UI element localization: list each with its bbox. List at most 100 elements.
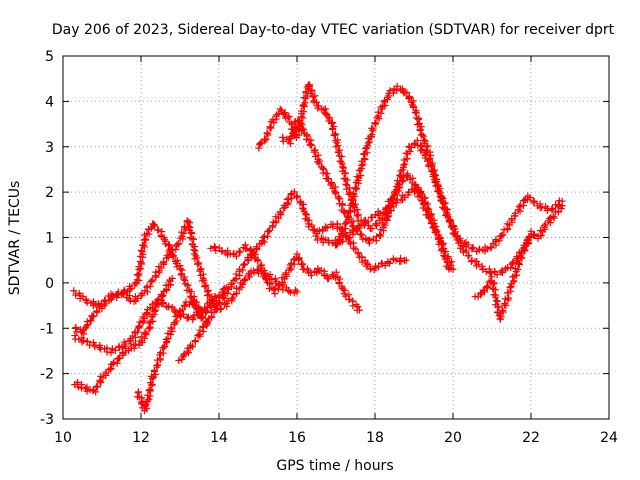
data-point — [427, 161, 435, 169]
y-tick-label: -2 — [40, 367, 54, 383]
data-point — [439, 203, 447, 211]
x-tick-label: 12 — [132, 430, 150, 446]
data-point — [103, 348, 111, 356]
data-point — [431, 172, 439, 180]
data-point — [147, 379, 155, 387]
data-point — [298, 261, 306, 269]
data-point — [224, 289, 232, 297]
data-point — [323, 224, 331, 232]
data-point — [444, 211, 452, 219]
data-point — [338, 226, 346, 234]
data-point — [134, 294, 142, 302]
data-point — [292, 123, 300, 131]
data-point — [108, 345, 116, 353]
data-point — [193, 298, 201, 306]
data-point — [204, 286, 212, 294]
data-point — [443, 257, 451, 265]
data-point — [277, 209, 285, 217]
data-point — [261, 137, 269, 145]
data-point — [269, 116, 277, 124]
data-point — [327, 181, 335, 189]
data-point — [196, 326, 204, 334]
data-point — [279, 133, 287, 141]
data-point — [299, 114, 307, 122]
data-point — [150, 368, 158, 376]
data-point — [276, 208, 284, 216]
data-point — [426, 154, 434, 162]
data-point — [254, 257, 262, 265]
data-point — [386, 202, 394, 210]
data-point — [311, 92, 319, 100]
data-point — [293, 250, 301, 258]
data-point — [366, 236, 374, 244]
data-point — [304, 81, 312, 89]
data-point — [228, 295, 236, 303]
data-point — [262, 135, 270, 143]
data-point — [368, 225, 376, 233]
x-tick-label: 20 — [444, 430, 462, 446]
data-point — [139, 241, 147, 249]
data-point — [87, 317, 95, 325]
data-point — [324, 175, 332, 183]
data-point — [509, 258, 517, 266]
data-point — [523, 237, 531, 245]
data-point — [164, 242, 172, 250]
data-point — [419, 132, 427, 140]
data-point — [167, 331, 175, 339]
data-point — [176, 265, 184, 273]
data-point — [139, 313, 147, 321]
data-point — [140, 334, 148, 342]
data-point — [445, 217, 453, 225]
data-point — [362, 262, 370, 270]
data-point — [308, 141, 316, 149]
data-point — [429, 223, 437, 231]
data-point — [345, 184, 353, 192]
data-point — [353, 206, 361, 214]
data-point — [241, 275, 249, 283]
data-point — [263, 129, 271, 137]
data-point — [257, 264, 265, 272]
data-point — [353, 184, 361, 192]
data-point — [483, 283, 491, 291]
data-point — [271, 284, 279, 292]
x-tick-label: 22 — [522, 430, 540, 446]
data-point — [417, 189, 425, 197]
data-point — [180, 310, 188, 318]
data-point — [345, 207, 353, 215]
data-point — [313, 236, 321, 244]
data-point — [93, 307, 101, 315]
data-point — [526, 194, 534, 202]
data-point — [208, 295, 216, 303]
data-point — [253, 244, 261, 252]
data-point — [194, 311, 202, 319]
data-point — [149, 317, 157, 325]
data-point — [331, 131, 339, 139]
data-point — [142, 236, 150, 244]
data-point — [541, 220, 549, 228]
data-point — [332, 188, 340, 196]
data-point — [438, 241, 446, 249]
data-point — [102, 370, 110, 378]
data-point — [462, 247, 470, 255]
data-point — [141, 402, 149, 410]
data-point — [390, 203, 398, 211]
data-point — [146, 324, 154, 332]
data-point — [397, 257, 405, 265]
data-point — [287, 191, 295, 199]
data-point — [317, 234, 325, 242]
data-point — [300, 102, 308, 110]
data-point — [180, 275, 188, 283]
data-point — [180, 229, 188, 237]
data-point — [440, 198, 448, 206]
data-point — [145, 319, 153, 327]
data-point — [185, 222, 193, 230]
data-point — [267, 124, 275, 132]
data-point — [490, 279, 498, 287]
data-point — [156, 355, 164, 363]
data-point — [339, 285, 347, 293]
data-point — [492, 236, 500, 244]
data-point — [492, 296, 500, 304]
data-point — [135, 322, 143, 330]
data-point — [289, 128, 297, 136]
x-tick-label: 14 — [210, 430, 228, 446]
